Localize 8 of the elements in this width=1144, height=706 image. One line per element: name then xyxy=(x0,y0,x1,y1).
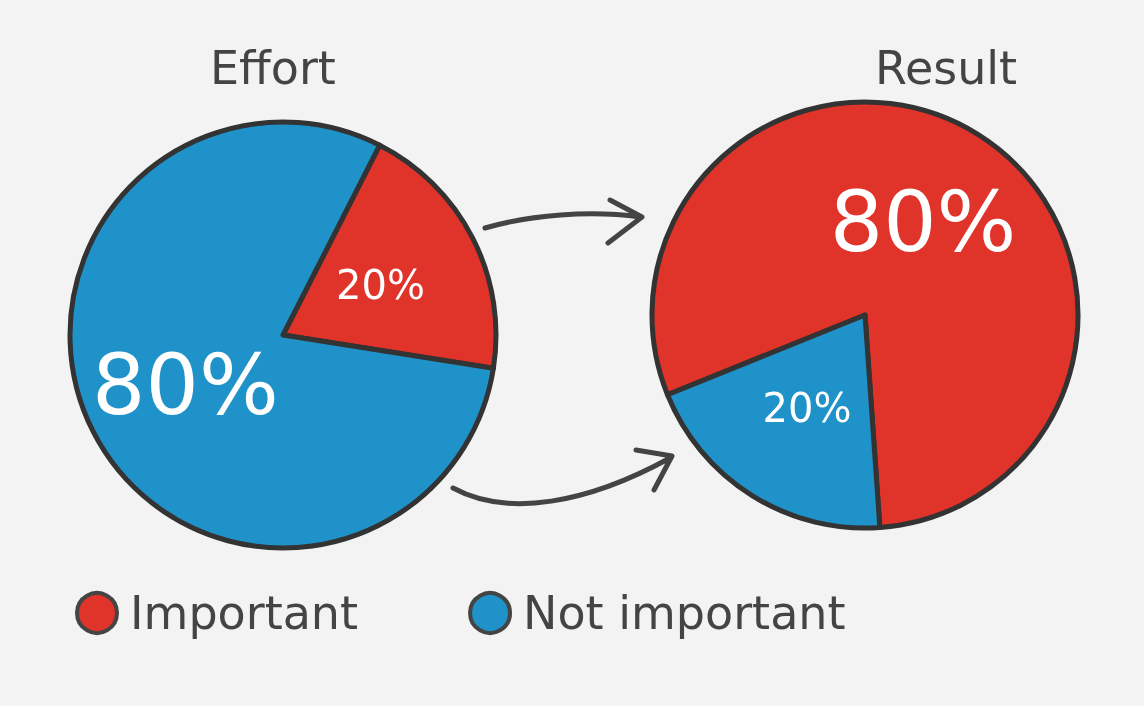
legend-label: Not important xyxy=(523,586,846,640)
data-label: 80% xyxy=(829,173,1017,272)
legend-label: Important xyxy=(130,586,359,640)
data-label: 80% xyxy=(92,335,279,434)
data-label: 20% xyxy=(762,384,852,431)
data-label: 20% xyxy=(336,262,426,309)
chart-title: Result xyxy=(875,41,1018,95)
chart-title: Effort xyxy=(210,41,336,95)
